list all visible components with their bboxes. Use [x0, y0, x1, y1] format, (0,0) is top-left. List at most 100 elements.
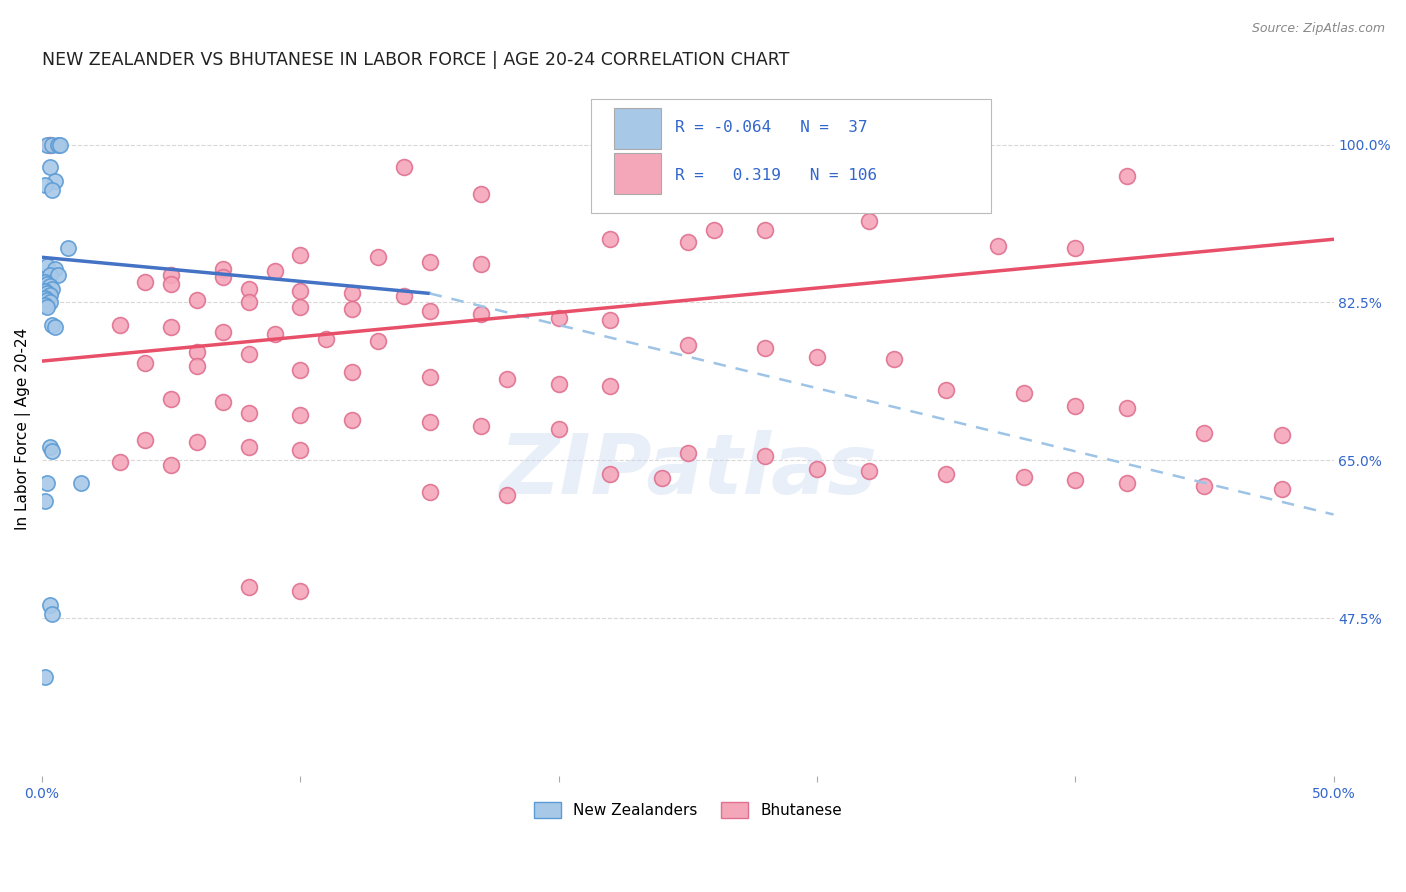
Point — [37, 285, 59, 300]
Point — [806, 462, 828, 476]
Point — [263, 264, 285, 278]
Point — [186, 359, 208, 373]
Point — [547, 310, 569, 325]
Point — [238, 347, 260, 361]
Point — [1012, 469, 1035, 483]
Point — [290, 247, 312, 261]
Point — [56, 241, 79, 255]
Point — [38, 279, 60, 293]
Point — [34, 298, 56, 312]
Point — [1012, 385, 1035, 400]
Point — [290, 408, 312, 422]
Point — [46, 137, 69, 152]
Point — [599, 232, 621, 246]
Point — [418, 484, 440, 499]
Point — [212, 262, 235, 277]
Point — [418, 370, 440, 384]
Point — [676, 235, 699, 249]
Point — [186, 293, 208, 307]
Point — [1271, 482, 1294, 496]
Point — [49, 137, 72, 152]
Point — [470, 419, 492, 434]
Point — [37, 137, 59, 152]
Point — [37, 277, 59, 292]
Point — [212, 270, 235, 285]
Text: ZIPatlas: ZIPatlas — [499, 430, 877, 511]
Point — [41, 607, 63, 621]
Point — [38, 440, 60, 454]
Point — [392, 160, 415, 174]
Point — [290, 442, 312, 457]
Point — [41, 282, 63, 296]
Point — [37, 260, 59, 274]
Point — [935, 467, 957, 481]
Point — [290, 363, 312, 377]
Point — [212, 394, 235, 409]
Point — [470, 307, 492, 321]
Text: R =   0.319   N = 106: R = 0.319 N = 106 — [675, 168, 877, 183]
Text: Source: ZipAtlas.com: Source: ZipAtlas.com — [1251, 22, 1385, 36]
Point — [41, 137, 63, 152]
Point — [392, 289, 415, 303]
Y-axis label: In Labor Force | Age 20-24: In Labor Force | Age 20-24 — [15, 327, 31, 530]
Point — [754, 449, 776, 463]
Point — [1115, 401, 1137, 415]
Point — [134, 434, 156, 448]
Point — [496, 372, 519, 386]
Point — [34, 284, 56, 298]
Point — [46, 268, 69, 283]
Point — [108, 455, 131, 469]
Point — [134, 356, 156, 370]
Point — [44, 262, 66, 277]
Point — [858, 214, 880, 228]
FancyBboxPatch shape — [614, 153, 661, 194]
Point — [290, 284, 312, 298]
Point — [1115, 475, 1137, 490]
Point — [754, 341, 776, 355]
Point — [1064, 241, 1087, 255]
Point — [340, 365, 363, 379]
Point — [418, 416, 440, 430]
Point — [38, 288, 60, 302]
Point — [38, 598, 60, 612]
Point — [212, 325, 235, 339]
Point — [160, 277, 183, 292]
Point — [41, 444, 63, 458]
Point — [34, 670, 56, 684]
Point — [38, 137, 60, 152]
Point — [108, 318, 131, 332]
Point — [263, 326, 285, 341]
Point — [1064, 399, 1087, 413]
Point — [34, 275, 56, 289]
Point — [1271, 428, 1294, 442]
FancyBboxPatch shape — [614, 108, 661, 149]
Point — [186, 435, 208, 450]
Point — [367, 334, 389, 349]
Text: NEW ZEALANDER VS BHUTANESE IN LABOR FORCE | AGE 20-24 CORRELATION CHART: NEW ZEALANDER VS BHUTANESE IN LABOR FORC… — [42, 51, 790, 69]
Point — [599, 379, 621, 393]
Point — [599, 467, 621, 481]
Point — [651, 471, 673, 485]
Point — [160, 319, 183, 334]
Point — [547, 376, 569, 391]
Point — [70, 475, 93, 490]
FancyBboxPatch shape — [591, 99, 991, 213]
Point — [1064, 473, 1087, 487]
Point — [238, 580, 260, 594]
Point — [470, 257, 492, 271]
Point — [703, 223, 725, 237]
Point — [470, 187, 492, 202]
Point — [676, 446, 699, 460]
Point — [340, 286, 363, 301]
Point — [34, 291, 56, 305]
Point — [858, 464, 880, 478]
Point — [238, 440, 260, 454]
Point — [44, 319, 66, 334]
Point — [38, 268, 60, 283]
Point — [160, 392, 183, 406]
Point — [290, 300, 312, 314]
Point — [496, 488, 519, 502]
Point — [186, 345, 208, 359]
Legend: New Zealanders, Bhutanese: New Zealanders, Bhutanese — [527, 796, 848, 824]
Point — [340, 413, 363, 427]
